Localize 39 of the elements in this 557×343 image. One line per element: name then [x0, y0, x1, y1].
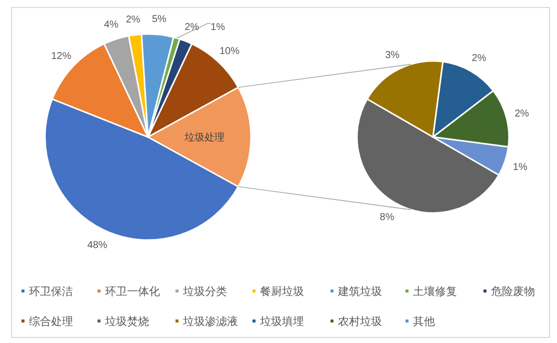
legend-item: 建筑垃圾 [330, 286, 382, 298]
legend-item: 垃圾分类 [176, 286, 227, 298]
legend-label: 垃圾分类 [182, 285, 227, 298]
legend-label: 危险废物 [491, 285, 535, 298]
legend-item: 环卫一体化 [98, 286, 160, 298]
data-label: 2% [184, 22, 200, 33]
data-label: 2% [126, 14, 140, 26]
data-label: 48% [87, 240, 108, 252]
legend-label: 土壤修复 [413, 285, 457, 298]
data-label: 3% [385, 50, 400, 61]
legend-label: 垃圾填埋 [259, 315, 304, 328]
legend-label: 垃圾渗滤液 [182, 315, 238, 328]
legend-item: 垃圾焚烧 [98, 316, 149, 328]
data-label: 10% [219, 46, 240, 57]
data-label: 1% [210, 22, 226, 33]
legend-item: 土壤修复 [406, 286, 457, 298]
data-label: 12% [51, 51, 72, 62]
legend-label: 垃圾焚烧 [104, 315, 149, 328]
data-label: 1% [512, 162, 528, 174]
legend-label: 农村垃圾 [338, 315, 382, 328]
legend-item: 垃圾渗滤液 [176, 316, 238, 328]
legend-item: 农村垃圾 [330, 316, 382, 328]
legend-item: 垃圾填埋 [252, 316, 304, 328]
legend-label: 建筑垃圾 [337, 285, 382, 298]
legend-label: 其他 [413, 315, 435, 328]
legend-label: 综合处理 [29, 315, 73, 328]
data-label: 5% [152, 14, 167, 26]
data-label: 2% [472, 52, 486, 64]
data-label: 4% [104, 19, 119, 30]
data-label: 2% [514, 108, 530, 120]
legend-item: 危险废物 [484, 286, 535, 298]
legend-label: 餐厨垃圾 [260, 285, 304, 298]
legend-item: 餐厨垃圾 [252, 286, 304, 298]
legend-label: 环卫保洁 [29, 285, 73, 298]
slice-label: 垃圾处理 [184, 132, 225, 144]
legend-item: 综合处理 [22, 316, 73, 328]
legend-item: 其他 [406, 316, 435, 328]
data-label: 8% [380, 212, 394, 224]
legend-item: 环卫保洁 [22, 286, 73, 298]
